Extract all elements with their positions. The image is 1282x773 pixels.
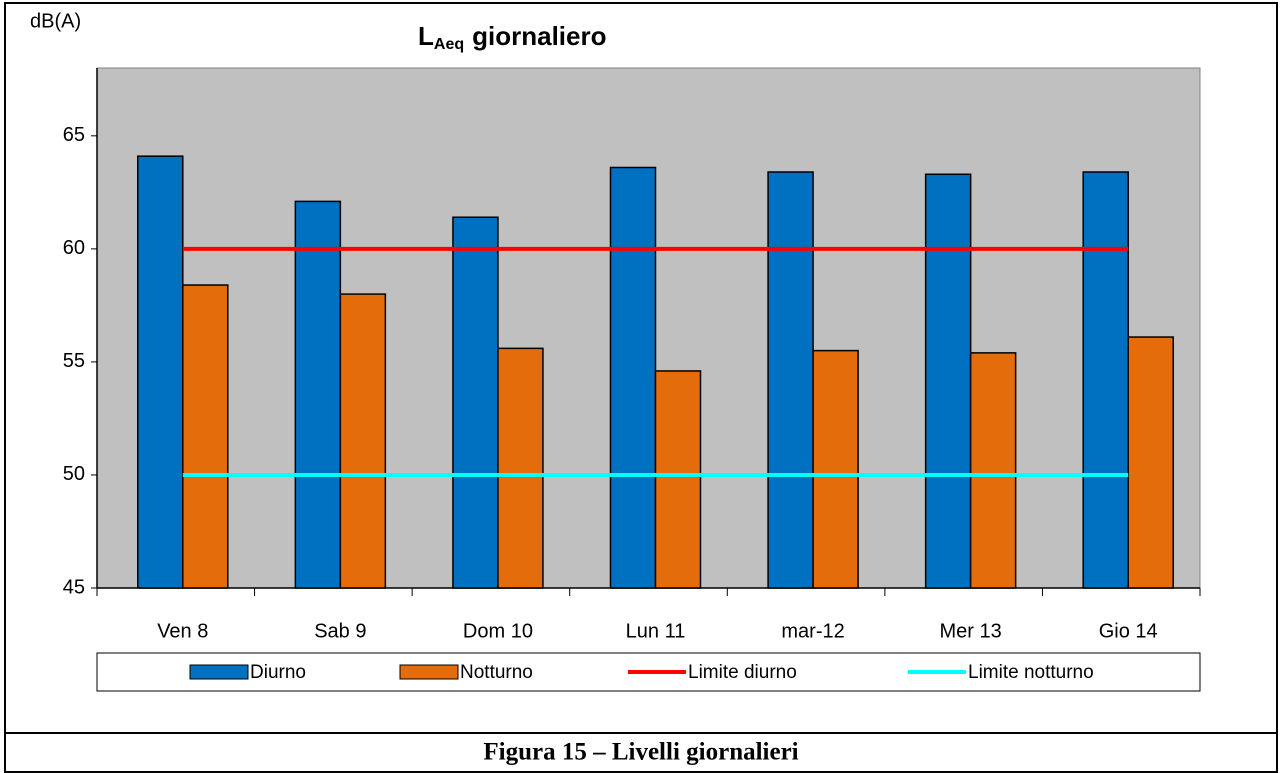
x-tick-label: mar-12 [781,620,844,642]
title-sub: Aeq [434,36,464,53]
bar [812,349,859,589]
title-main: L [418,21,434,51]
bar [339,293,387,589]
legend-swatch [399,664,459,680]
caption: Figura 15 – Livelli giornalieri [483,739,798,766]
bar [1127,336,1174,589]
bar [609,166,657,589]
x-tick-label: Mer 13 [940,620,1002,642]
x-tick-label: Dom 10 [463,620,533,642]
y-tick-label: 50 [63,463,85,485]
legend-label: Notturno [460,662,533,683]
legend-swatch [189,664,249,680]
y-tick-label: 65 [63,124,85,146]
chart-title: LAeq giornaliero [418,21,606,53]
bar [654,370,702,589]
legend-label: Limite diurno [688,662,797,683]
bar [497,347,544,589]
bar [767,171,814,589]
x-tick-label: Ven 8 [157,620,208,642]
bar [969,352,1017,589]
y-tick-label: 60 [63,237,85,259]
y-tick-label: 55 [63,350,85,372]
x-tick-label: Lun 11 [626,620,686,642]
frame [4,2,1278,773]
bar [1082,171,1129,589]
legend-label: Limite notturno [968,662,1094,683]
bar [452,216,499,589]
y-axis-label: dB(A) [30,10,81,32]
x-tick-label: Sab 9 [314,620,366,642]
title-rest: giornaliero [472,21,606,51]
x-tick-label: Gio 14 [1099,620,1158,642]
legend-label: Diurno [250,662,306,683]
y-tick-label: 45 [63,576,85,598]
bar [294,200,342,589]
bar [182,284,229,589]
bar [137,155,184,589]
bar [924,173,972,589]
